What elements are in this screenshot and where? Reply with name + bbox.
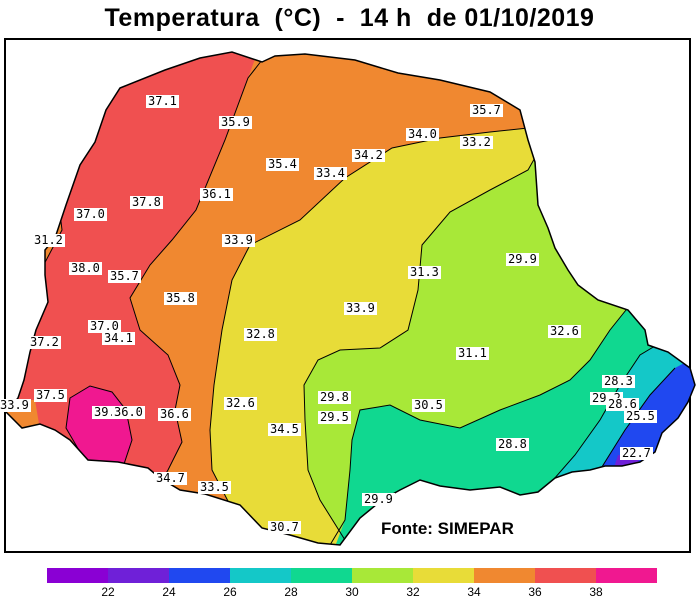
station-label: 32.6 bbox=[548, 324, 581, 338]
station-label: 33.5 bbox=[198, 480, 231, 494]
station-label: 34.5 bbox=[268, 422, 301, 436]
station-label: 37.5 bbox=[34, 388, 67, 402]
station-label: 31.1 bbox=[456, 346, 489, 360]
station-label: 38.0 bbox=[69, 261, 102, 275]
legend-tick: 34 bbox=[467, 585, 481, 599]
station-label: 33.4 bbox=[314, 166, 347, 180]
legend-swatch bbox=[413, 568, 474, 583]
station-label: 29.8 bbox=[318, 390, 351, 404]
station-label: 33.9 bbox=[344, 301, 377, 315]
station-label: 35.4 bbox=[266, 157, 299, 171]
station-label: 32.6 bbox=[224, 396, 257, 410]
legend-tick: 26 bbox=[223, 585, 237, 599]
station-label: 32.8 bbox=[244, 327, 277, 341]
legend-swatch bbox=[291, 568, 352, 583]
station-label: 35.7 bbox=[470, 103, 503, 117]
station-label: 34.7 bbox=[154, 471, 187, 485]
legend-swatch bbox=[352, 568, 413, 583]
station-label: 22.7 bbox=[620, 446, 653, 460]
station-label: 37.0 bbox=[74, 207, 107, 221]
legend-swatch bbox=[47, 568, 108, 583]
source-credit: Fonte: SIMEPAR bbox=[381, 519, 514, 538]
station-label: 36.6 bbox=[158, 407, 191, 421]
station-label: 35.7 bbox=[108, 269, 141, 283]
station-label: 30.7 bbox=[268, 520, 301, 534]
legend-swatch bbox=[108, 568, 169, 583]
station-label: 35.8 bbox=[164, 291, 197, 305]
station-label: 39. bbox=[92, 405, 118, 419]
legend-swatch bbox=[230, 568, 291, 583]
legend-swatch bbox=[169, 568, 230, 583]
station-label: 37.2 bbox=[28, 335, 61, 349]
station-label: 34.2 bbox=[352, 148, 385, 162]
station-label: 37.8 bbox=[130, 195, 163, 209]
station-label: 29.9 bbox=[362, 492, 395, 506]
station-label: 29.5 bbox=[318, 410, 351, 424]
station-label: 25.5 bbox=[624, 409, 657, 423]
station-label: 31.2 bbox=[32, 233, 65, 247]
station-label: 37.1 bbox=[146, 94, 179, 108]
legend-tick: 38 bbox=[589, 585, 603, 599]
station-label: 30.5 bbox=[412, 398, 445, 412]
temperature-zones bbox=[6, 52, 695, 545]
station-label: 31.3 bbox=[408, 265, 441, 279]
legend-tick: 28 bbox=[284, 585, 298, 599]
station-label: 34.1 bbox=[102, 331, 135, 345]
station-label: 33.9 bbox=[222, 233, 255, 247]
station-label: 37.0 bbox=[88, 319, 121, 333]
station-label: 36.0 bbox=[112, 405, 145, 419]
station-label: 35.9 bbox=[219, 115, 252, 129]
station-label: 28.8 bbox=[496, 437, 529, 451]
legend-tick: 32 bbox=[406, 585, 420, 599]
map-frame bbox=[4, 38, 691, 553]
legend-swatch bbox=[474, 568, 535, 583]
legend-tick: 24 bbox=[162, 585, 176, 599]
legend-swatch bbox=[596, 568, 657, 583]
station-label: 33.2 bbox=[460, 135, 493, 149]
station-label: 36.1 bbox=[200, 187, 233, 201]
legend-tick: 36 bbox=[528, 585, 542, 599]
legend-tick: 30 bbox=[345, 585, 359, 599]
legend-tick: 22 bbox=[101, 585, 115, 599]
color-legend bbox=[47, 568, 657, 583]
station-label: 34.0 bbox=[406, 127, 439, 141]
station-label: 28.3 bbox=[602, 374, 635, 388]
station-label: 28.6 bbox=[606, 397, 639, 411]
station-label: 29.9 bbox=[506, 252, 539, 266]
station-label: 33.9 bbox=[0, 398, 31, 412]
legend-swatch bbox=[535, 568, 596, 583]
map-title: Temperatura (°C) - 14 h de 01/10/2019 bbox=[104, 4, 595, 32]
